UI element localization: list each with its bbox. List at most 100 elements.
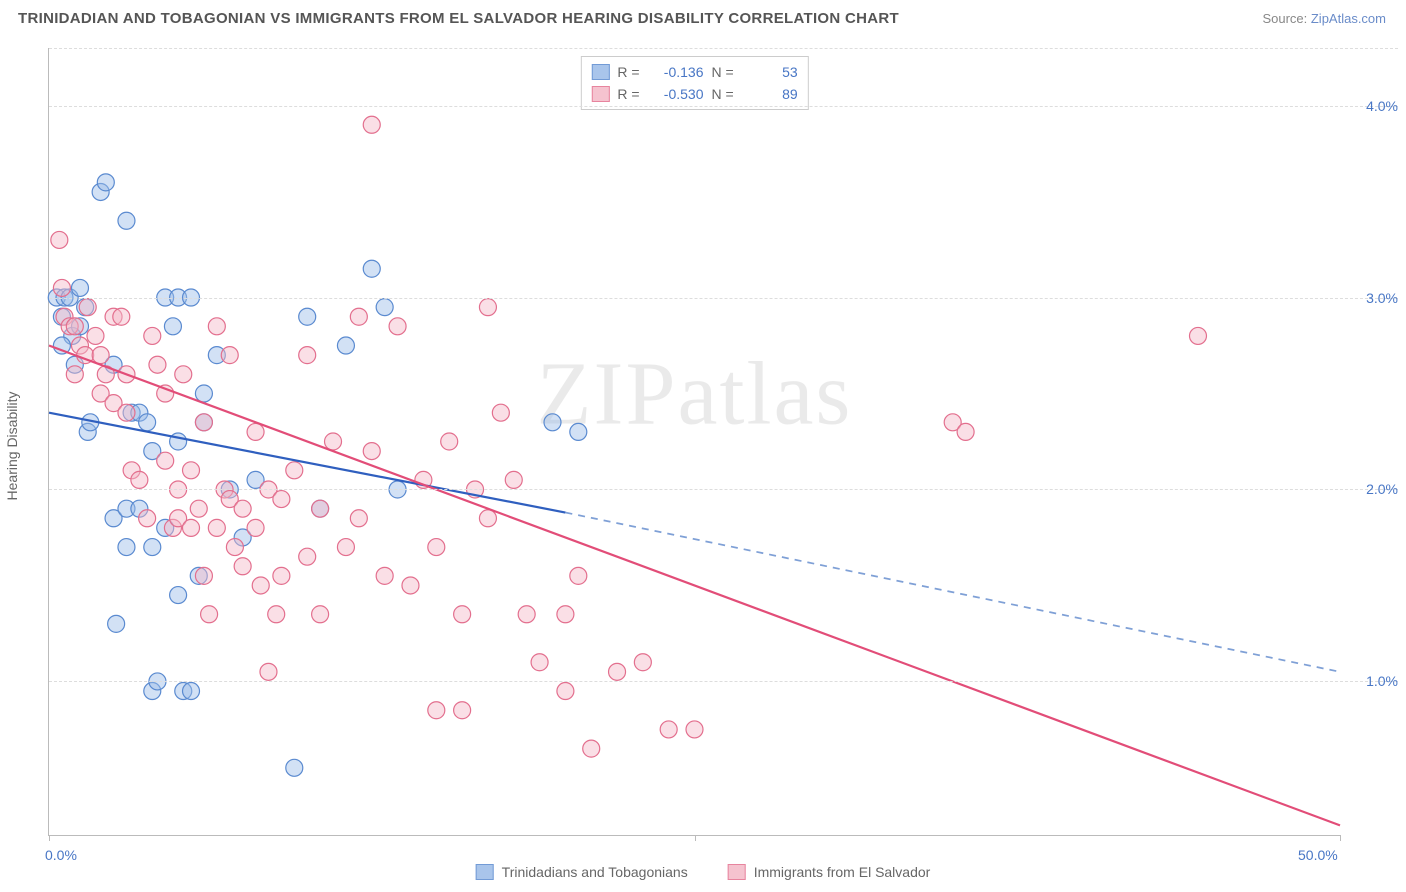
data-point (273, 491, 290, 508)
data-point (87, 327, 104, 344)
data-point (299, 308, 316, 325)
data-point (268, 606, 285, 623)
data-point (234, 500, 251, 517)
data-point (92, 347, 109, 364)
data-point (175, 366, 192, 383)
x-tick (49, 835, 50, 841)
data-point (108, 615, 125, 632)
data-point (164, 318, 181, 335)
data-point (118, 404, 135, 421)
data-point (350, 308, 367, 325)
data-point (139, 510, 156, 527)
data-point (957, 423, 974, 440)
data-point (544, 414, 561, 431)
data-point (260, 663, 277, 680)
data-point (201, 606, 218, 623)
data-point (71, 279, 88, 296)
scatter-svg (49, 48, 1340, 835)
data-point (66, 366, 83, 383)
data-point (531, 654, 548, 671)
data-point (312, 500, 329, 517)
stats-row-series1: R = -0.136 N = 53 (591, 61, 797, 83)
data-point (479, 510, 496, 527)
data-point (376, 299, 393, 316)
chart-plot-area: ZIPatlas R = -0.136 N = 53 R = -0.530 N … (48, 48, 1340, 836)
data-point (389, 318, 406, 335)
data-point (195, 385, 212, 402)
data-point (583, 740, 600, 757)
data-point (363, 443, 380, 460)
data-point (428, 539, 445, 556)
data-point (609, 663, 626, 680)
data-point (686, 721, 703, 738)
data-point (208, 519, 225, 536)
y-axis-label: Hearing Disability (4, 392, 20, 501)
gridline (49, 489, 1398, 490)
data-point (325, 433, 342, 450)
data-point (273, 567, 290, 584)
data-point (454, 606, 471, 623)
source-link[interactable]: ZipAtlas.com (1311, 11, 1386, 26)
y-tick-label: 4.0% (1348, 98, 1398, 114)
data-point (79, 299, 96, 316)
data-point (299, 548, 316, 565)
data-point (428, 702, 445, 719)
data-point (97, 174, 114, 191)
data-point (363, 260, 380, 277)
data-point (337, 539, 354, 556)
stats-row-series2: R = -0.530 N = 89 (591, 83, 797, 105)
data-point (149, 356, 166, 373)
data-point (376, 567, 393, 584)
data-point (570, 567, 587, 584)
data-point (492, 404, 509, 421)
data-point (131, 471, 148, 488)
data-point (183, 462, 200, 479)
data-point (226, 539, 243, 556)
data-point (53, 279, 70, 296)
data-point (312, 606, 329, 623)
data-point (195, 567, 212, 584)
data-point (118, 212, 135, 229)
data-point (190, 500, 207, 517)
data-point (157, 452, 174, 469)
data-point (208, 318, 225, 335)
series1-swatch-icon (591, 64, 609, 80)
data-point (557, 606, 574, 623)
data-point (66, 318, 83, 335)
data-point (505, 471, 522, 488)
data-point (247, 423, 264, 440)
data-point (1189, 327, 1206, 344)
data-point (570, 423, 587, 440)
data-point (402, 577, 419, 594)
source-credit: Source: ZipAtlas.com (1262, 11, 1386, 26)
bottom-legend: Trinidadians and Tobagonians Immigrants … (476, 864, 931, 880)
legend-item-series1: Trinidadians and Tobagonians (476, 864, 688, 880)
data-point (221, 347, 238, 364)
data-point (113, 308, 130, 325)
data-point (234, 558, 251, 575)
data-point (454, 702, 471, 719)
data-point (170, 587, 187, 604)
gridline (49, 681, 1398, 682)
legend-item-series2: Immigrants from El Salvador (728, 864, 931, 880)
data-point (144, 539, 161, 556)
x-tick (1340, 835, 1341, 841)
data-point (286, 759, 303, 776)
gridline (49, 48, 1398, 49)
data-point (299, 347, 316, 364)
data-point (144, 327, 161, 344)
data-point (183, 683, 200, 700)
data-point (118, 539, 135, 556)
data-point (350, 510, 367, 527)
y-tick-label: 1.0% (1348, 673, 1398, 689)
x-tick-label: 0.0% (45, 847, 77, 863)
data-point (139, 414, 156, 431)
data-point (195, 414, 212, 431)
data-point (286, 462, 303, 479)
correlation-stats-box: R = -0.136 N = 53 R = -0.530 N = 89 (580, 56, 808, 110)
trend-line (49, 346, 1340, 826)
trend-line (49, 413, 565, 513)
y-tick-label: 2.0% (1348, 481, 1398, 497)
data-point (441, 433, 458, 450)
trend-line-extension (565, 513, 1340, 672)
